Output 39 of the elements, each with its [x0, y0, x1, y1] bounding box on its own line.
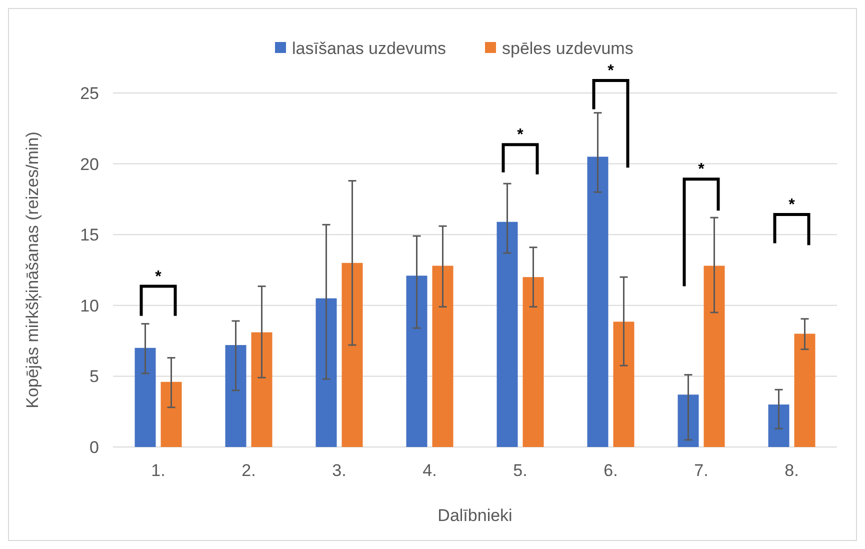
bar	[160, 382, 182, 447]
y-tick-label: 20	[80, 154, 99, 174]
x-tick-label: 3.	[332, 461, 346, 480]
x-tick-label: 1.	[151, 461, 166, 480]
y-tick-label: 25	[80, 84, 99, 103]
x-tick-label: 7.	[694, 461, 708, 480]
y-tick-label: 0	[90, 438, 99, 457]
bar	[342, 262, 363, 447]
bar	[704, 266, 725, 447]
y-tick-label: 15	[80, 226, 99, 245]
annotation: *	[517, 126, 524, 144]
y-tick-label: 5	[90, 367, 99, 386]
bar	[496, 222, 518, 447]
x-tick-label: 6.	[604, 461, 618, 480]
bar	[768, 404, 790, 447]
legend-label: lasīšanas uzdevums	[292, 38, 446, 58]
x-tick-label: 5.	[513, 461, 528, 480]
x-tick-label: 8.	[784, 461, 799, 480]
bar	[251, 332, 272, 447]
annotation: *	[155, 268, 162, 286]
y-axis-title: Kopējās mirkšķināšanas (reizes/min)	[23, 132, 42, 408]
x-tick-label: 4.	[422, 461, 437, 480]
bar	[678, 394, 699, 447]
annotation: *	[698, 161, 706, 178]
bar	[613, 322, 634, 447]
text: *	[608, 62, 615, 80]
bar	[406, 276, 428, 447]
y-tick-label: 10	[80, 296, 99, 316]
legend-label: spēles uzdevums	[502, 38, 634, 58]
x-axis-title: Dalībnieki	[438, 506, 512, 525]
bar	[522, 277, 544, 447]
bar	[794, 334, 816, 447]
bar	[432, 266, 454, 447]
x-tick-label: 2.	[242, 461, 256, 480]
bar	[134, 348, 156, 447]
annotation: *	[788, 196, 796, 214]
bar	[225, 345, 246, 447]
bar	[587, 156, 608, 447]
bar	[316, 298, 337, 447]
